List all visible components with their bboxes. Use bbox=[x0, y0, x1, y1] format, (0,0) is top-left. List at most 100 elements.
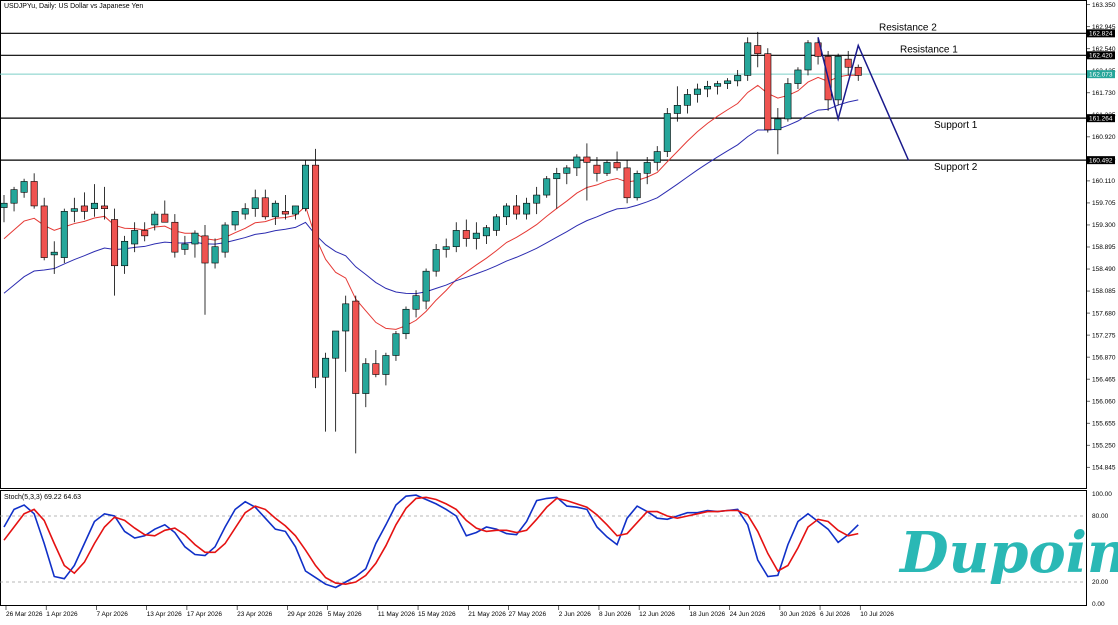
time-axis-label: 10 Jul 2026 bbox=[860, 611, 894, 618]
price-axis-label: 154.845 bbox=[1092, 464, 1116, 471]
candle-body bbox=[482, 227, 490, 237]
support-resistance-levels[interactable]: 162.824 162.420 161.264 160.492 162.073 bbox=[0, 29, 1115, 164]
time-axis-label: 8 Jun 2026 bbox=[599, 611, 632, 618]
candle-body bbox=[643, 162, 651, 174]
candle-body bbox=[804, 42, 812, 71]
candle-body bbox=[834, 56, 842, 101]
candle-body bbox=[312, 164, 320, 378]
price-axis-label: 158.490 bbox=[1092, 266, 1116, 273]
candle-body bbox=[784, 83, 792, 120]
candle-body bbox=[191, 232, 199, 245]
price-axis-label: 160.110 bbox=[1092, 178, 1115, 185]
time-axis-label: 11 May 2026 bbox=[378, 611, 415, 618]
level-name-label: Resistance 2 bbox=[879, 22, 937, 33]
price-axis-label: 157.680 bbox=[1092, 310, 1116, 317]
projection-trendline[interactable] bbox=[817, 37, 910, 161]
candle-body bbox=[583, 156, 591, 163]
candle-body bbox=[754, 45, 762, 54]
level-name-label: Support 1 bbox=[934, 120, 978, 131]
candle-body bbox=[261, 197, 269, 218]
candle-body bbox=[362, 363, 370, 394]
candle-body bbox=[372, 363, 380, 375]
candle-body bbox=[452, 230, 460, 248]
time-axis-label: 23 Apr 2026 bbox=[237, 611, 272, 618]
candle-body bbox=[744, 42, 752, 76]
time-axis-label: 24 Jun 2026 bbox=[730, 611, 766, 618]
candle-body bbox=[492, 216, 500, 231]
candle-body bbox=[121, 240, 129, 267]
current-price-box bbox=[1087, 70, 1115, 79]
candle-body bbox=[291, 205, 299, 215]
price-axis-label: 156.465 bbox=[1092, 376, 1116, 383]
candle-body bbox=[613, 162, 621, 169]
level-price-label: 161.264 bbox=[1089, 115, 1113, 122]
price-axis-label: 155.250 bbox=[1092, 442, 1116, 449]
candle-body bbox=[231, 211, 239, 226]
candle-body bbox=[543, 178, 551, 196]
price-axis-label: 158.085 bbox=[1092, 288, 1116, 295]
level-price-box bbox=[1087, 51, 1115, 60]
time-axis-label: 7 Apr 2026 bbox=[96, 611, 128, 618]
ema-slow-line bbox=[3, 99, 859, 295]
price-axis-label: 158.895 bbox=[1092, 244, 1116, 251]
candle-body bbox=[151, 213, 159, 226]
candle-body bbox=[90, 202, 98, 209]
stoch-d-line bbox=[3, 496, 859, 586]
candle-body bbox=[0, 202, 8, 208]
price-axis-label: 161.730 bbox=[1092, 90, 1116, 97]
indicator-axis-label: 0.00 bbox=[1092, 601, 1105, 608]
candle-body bbox=[462, 230, 470, 239]
candle-body bbox=[10, 189, 18, 204]
candle-body bbox=[794, 69, 802, 84]
time-axis-label: 29 Apr 2026 bbox=[287, 611, 322, 618]
candle-body bbox=[171, 221, 179, 253]
candle-body bbox=[442, 246, 450, 250]
candle-body bbox=[322, 357, 330, 378]
candle-body bbox=[472, 232, 480, 239]
candle-body bbox=[402, 308, 410, 335]
price-axis-label: 156.870 bbox=[1092, 354, 1116, 361]
candle-body bbox=[703, 85, 711, 90]
price-axis-label: 159.300 bbox=[1092, 222, 1116, 229]
candlestick-series[interactable] bbox=[0, 31, 862, 454]
time-axis[interactable]: 26 Mar 2026 1 Apr 2026 7 Apr 2026 13 Apr 20… bbox=[5, 606, 894, 618]
indicator-axis-label: 100.00 bbox=[1092, 491, 1112, 498]
price-axis-label: 162.540 bbox=[1092, 46, 1116, 53]
level-price-box bbox=[1087, 156, 1115, 165]
candle-body bbox=[533, 194, 541, 204]
candle-body bbox=[854, 66, 862, 76]
level-price-box bbox=[1087, 29, 1115, 38]
candle-body bbox=[593, 164, 601, 174]
candle-body bbox=[30, 181, 38, 207]
candle-body bbox=[80, 205, 88, 212]
candle-body bbox=[70, 208, 78, 212]
candle-body bbox=[251, 197, 259, 209]
candle-body bbox=[111, 219, 119, 267]
time-axis-label: 15 May 2026 bbox=[418, 611, 456, 618]
candle-body bbox=[271, 202, 279, 218]
candle-body bbox=[734, 75, 742, 82]
candle-body bbox=[141, 230, 149, 237]
level-price-box bbox=[1087, 114, 1115, 123]
candle-body bbox=[653, 151, 661, 163]
projection-line bbox=[817, 37, 910, 161]
candle-body bbox=[523, 202, 531, 215]
dupoin-logo: Dupoin bbox=[898, 520, 1118, 586]
time-axis-label: 1 Apr 2026 bbox=[46, 611, 78, 618]
candle-body bbox=[301, 164, 309, 209]
candle-body bbox=[663, 113, 671, 152]
candle-body bbox=[161, 213, 169, 223]
candle-body bbox=[101, 205, 109, 209]
level-price-label: 162.420 bbox=[1089, 53, 1113, 60]
candle-body bbox=[50, 251, 58, 256]
time-axis-label: 30 Jun 2026 bbox=[780, 611, 816, 618]
level-name-label: Support 2 bbox=[934, 162, 978, 173]
candle-body bbox=[573, 156, 581, 169]
time-axis-label: 26 Mar 2026 bbox=[6, 611, 43, 618]
candle-body bbox=[332, 330, 340, 359]
candle-body bbox=[724, 80, 732, 84]
candle-body bbox=[241, 208, 249, 215]
price-axis-label: 155.655 bbox=[1092, 420, 1116, 427]
